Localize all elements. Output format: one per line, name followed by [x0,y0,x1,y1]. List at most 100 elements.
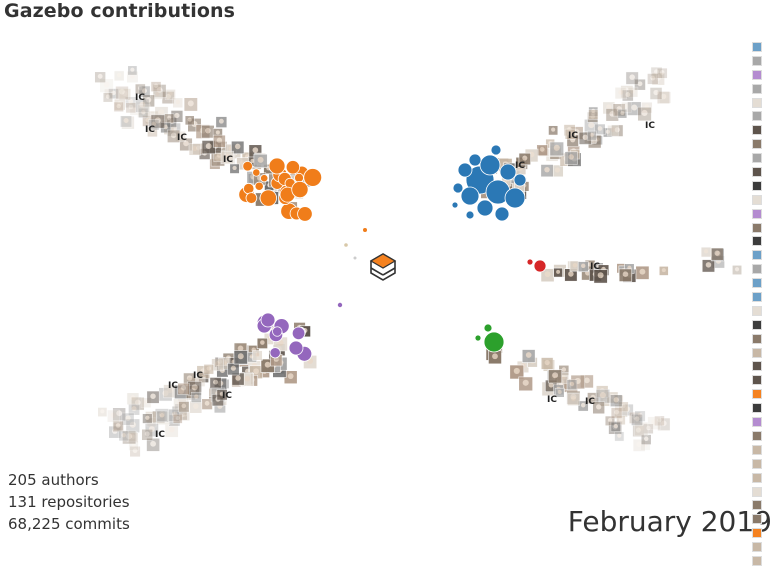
cluster-label: IC [145,125,155,135]
commit-bubble [474,334,482,342]
contributor-avatar-icon [113,421,124,432]
contributor-avatar-icon [752,125,762,136]
contributor-avatar-icon [752,319,762,330]
contributor-avatar-icon [616,415,626,426]
contributor-avatar-icon [172,97,184,109]
contributor-avatar-icon [752,430,762,441]
contributor-avatar-icon [553,267,563,278]
contributor-avatar-icon [126,70,139,84]
contributor-avatar-icon [177,382,190,395]
commit-particle [337,302,343,308]
contributor-avatar-icon [102,92,114,103]
contributor-avatar-icon [627,86,639,98]
contributor-avatar-icon [130,396,145,411]
commit-bubble [291,326,306,340]
commit-bubble [494,206,510,222]
contributor-avatar-icon [752,444,762,455]
contributor-avatar-icon [752,111,762,122]
commit-bubble [260,312,276,328]
contributor-avatar-icon [125,418,141,434]
commit-bubble [479,154,501,176]
contributor-avatar-icon [113,70,125,82]
contributor-avatar-icon [540,268,555,283]
contributor-avatar-icon [122,430,137,445]
contributor-avatar-icon [647,416,661,430]
contributor-avatar-icon [220,150,234,165]
contributor-avatar-icon [640,440,651,451]
contributor-avatar-icon [283,370,298,385]
commit-bubble [303,168,323,187]
contributor-avatar-list [752,42,762,570]
contributor-avatar-icon [540,357,554,370]
contributor-avatar-icon [121,115,135,130]
contributor-avatar-icon [752,555,762,566]
contributor-avatar-icon [752,472,762,483]
contributor-avatar-icon [752,208,762,219]
contributor-avatar-icon [509,364,525,380]
contributor-avatar-icon [201,140,216,155]
contributor-avatar-icon [752,375,762,386]
cluster-arm: IC IC IC IC [97,312,318,458]
cluster-label: IC [155,430,165,440]
contributor-avatar-icon [752,333,762,344]
contributor-avatar-icon [595,388,611,404]
contributor-avatar-icon [129,445,141,458]
contributor-avatar-icon [549,141,565,157]
contributor-avatar-icon [752,305,762,316]
page-title: Gazebo contributions [4,0,236,22]
commit-particle [363,228,367,232]
contributor-avatar-icon [752,514,762,525]
commit-bubble [490,144,502,156]
contributor-avatar-icon [256,337,268,349]
contributor-avatar-icon [115,85,129,100]
contributor-avatar-icon [184,115,195,126]
contributor-avatar-icon [146,437,161,452]
contributor-avatar-icon [656,67,668,79]
contributor-avatar-icon [752,69,762,80]
commit-bubble [243,182,255,195]
contributor-avatar-icon [156,411,171,426]
contributor-avatar-icon [252,350,263,361]
contributor-avatar-icon [752,42,762,52]
contributor-avatar-icon [752,417,762,428]
commit-bubble [533,259,547,273]
commits-count: 68,225 commits [8,515,130,533]
contributor-avatar-icon [187,381,202,396]
contributor-avatar-icon [135,98,150,113]
contributor-avatar-icon [649,87,663,100]
commit-bubble [504,187,526,209]
contributor-avatar-icon [752,500,762,511]
contributor-avatar-icon [128,432,139,443]
contributor-avatar-icon [609,394,623,407]
contributor-avatar-icon [488,350,502,365]
contributor-avatar-icon [612,103,626,117]
commit-bubble [288,340,304,356]
contributor-avatar-icon [656,90,671,105]
commit-bubble [460,186,480,206]
contributor-avatar-icon [231,140,245,155]
commit-bubble [499,163,517,181]
contributor-avatar-icon [700,246,712,258]
commit-bubble [269,347,281,359]
cluster-arm: IC IC IC IC [94,65,323,222]
contributor-avatar-icon [164,89,176,100]
commit-bubble [297,206,313,222]
contributor-avatar-icon [634,421,649,437]
commit-bubble [483,323,493,333]
cluster-label: IC [193,371,203,381]
contributor-avatar-icon [701,259,716,273]
contributor-avatar-icon [620,85,634,99]
cluster-label: IC [585,397,595,407]
contributor-avatar-icon [118,88,132,101]
contributor-avatar-icon [209,377,222,390]
contributor-avatar-icon [548,125,559,136]
contribution-visualization: IC IC IC IC IC IC IC IC IC IC IC IC IC IC [94,65,743,458]
commit-bubble [291,180,309,199]
repository-clusters: IC IC IC IC IC IC IC IC IC IC IC IC IC IC [94,65,743,458]
contributor-avatar-icon [554,387,565,398]
commit-bubble [452,182,464,194]
contributor-avatar-icon [137,104,151,118]
contributor-avatar-icon [103,88,114,99]
cluster-label: IC [568,131,578,141]
contributor-avatar-icon [617,108,628,119]
